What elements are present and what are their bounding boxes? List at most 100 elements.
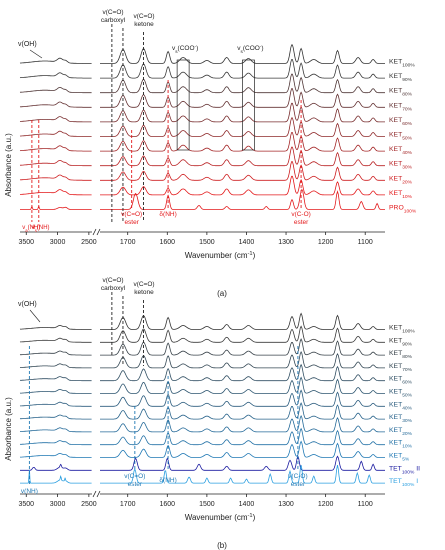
annotation: vs(NH) xyxy=(32,225,50,233)
series-line xyxy=(19,453,92,458)
axis-break xyxy=(92,490,97,498)
y-axis-label: Absorbance (a.u.) xyxy=(4,397,13,461)
legend-label: KET50% xyxy=(389,389,413,399)
annotation: δ(NH) xyxy=(159,211,176,218)
legend-label: KET80% xyxy=(389,88,413,98)
x-tick-label: 3500 xyxy=(18,501,34,508)
series-line xyxy=(100,414,385,433)
legend-label: TET100% II xyxy=(389,465,420,475)
x-tick-label: 3000 xyxy=(50,501,66,508)
x-tick-label: 1500 xyxy=(199,501,215,508)
x-tick-label: 1700 xyxy=(120,239,136,246)
series-line xyxy=(19,101,92,108)
annotation: carboxyl xyxy=(101,285,126,292)
series-line xyxy=(19,72,92,79)
annotation: ester xyxy=(124,219,139,226)
x-tick-label: 1200 xyxy=(318,239,334,246)
annotation: v(C=O) xyxy=(133,281,154,288)
x-tick-label: 1600 xyxy=(160,239,176,246)
annotation: v(OH) xyxy=(18,41,37,48)
series-line xyxy=(100,440,385,458)
x-tick-label: 1700 xyxy=(120,501,136,508)
series-line xyxy=(100,376,385,394)
series-line xyxy=(19,350,92,356)
legend-label: KET40% xyxy=(389,401,413,411)
x-tick-label: 1300 xyxy=(278,501,294,508)
series-line xyxy=(19,174,92,181)
x-tick-label: 3500 xyxy=(18,239,34,246)
annotation: ketone xyxy=(134,21,154,28)
x-axis-label: Wavenumber (cm-1) xyxy=(185,251,256,260)
annotation: v(C=O) xyxy=(102,277,123,284)
chart-panel-b: KET100% KET90% KET80% KET70% KET60% KET50% KET… xyxy=(4,277,420,550)
axis-break xyxy=(92,228,97,236)
series-line xyxy=(19,325,92,330)
x-tick-label: 2500 xyxy=(81,501,97,508)
annotation: ketone xyxy=(134,289,154,296)
legend-label: KET90% xyxy=(389,73,413,83)
annotation: va(NH) xyxy=(22,225,40,233)
annotation: ester xyxy=(291,481,306,488)
series-line xyxy=(100,146,385,167)
annotation: v(C=O) xyxy=(121,211,142,218)
legend-label: KET100% xyxy=(389,59,415,69)
panel-label: (b) xyxy=(217,541,227,550)
series-line xyxy=(100,465,385,484)
legend-label: KET60% xyxy=(389,117,413,127)
annotation: vs(COO-) xyxy=(172,44,198,54)
series-line xyxy=(19,414,92,420)
annotation: v(NH) xyxy=(21,488,38,495)
legend-label: KET80% xyxy=(389,350,413,360)
series-line xyxy=(100,455,385,471)
legend-label: KET70% xyxy=(389,363,413,373)
highlight-box xyxy=(176,59,190,151)
axis-break xyxy=(96,228,101,236)
x-tick-label: 1100 xyxy=(358,501,373,508)
series-line xyxy=(100,325,385,343)
annotation: carboxyl xyxy=(101,17,126,24)
annotation: δ(NH) xyxy=(159,477,176,484)
x-axis-label: Wavenumber (cm-1) xyxy=(185,513,256,522)
series-line xyxy=(19,337,92,343)
annotation-arrow xyxy=(29,309,41,323)
chart-panel-a: KET100% KET90% KET80% KET70% KET60% KET50% KET… xyxy=(4,9,417,298)
annotation-arrow xyxy=(29,49,43,59)
series-line xyxy=(20,463,92,471)
series-line xyxy=(19,130,92,137)
series-line xyxy=(100,338,385,356)
series-line xyxy=(19,389,92,394)
series-line xyxy=(19,116,92,123)
legend-label: KET10% xyxy=(389,190,413,200)
annotation: ester xyxy=(128,481,143,488)
x-tick-label: 1600 xyxy=(160,501,176,508)
series-line xyxy=(19,376,92,382)
x-tick-label: 1400 xyxy=(239,501,255,508)
highlight-box xyxy=(242,59,255,151)
x-tick-label: 3000 xyxy=(50,239,66,246)
series-line xyxy=(100,402,385,420)
series-line xyxy=(20,205,92,210)
legend-label: KET60% xyxy=(389,376,413,386)
series-line xyxy=(100,132,385,152)
series-line xyxy=(19,145,92,152)
annotation: vs(COO-) xyxy=(237,44,263,54)
annotation: v(C=O) xyxy=(102,9,123,16)
annotation: v(C=O) xyxy=(133,13,154,20)
series-line xyxy=(100,312,385,330)
series-line xyxy=(19,189,92,196)
legend-label: KET70% xyxy=(389,102,413,112)
series-line xyxy=(19,440,92,446)
annotation: v(C-O) xyxy=(288,473,308,480)
legend-label: KET100% xyxy=(389,325,415,335)
legend-label: PRO100% xyxy=(389,205,417,215)
x-tick-label: 1400 xyxy=(239,239,255,246)
axis-break xyxy=(96,490,101,498)
x-tick-label: 2500 xyxy=(81,239,97,246)
x-tick-label: 1100 xyxy=(358,239,373,246)
legend-label: KET40% xyxy=(389,146,413,156)
annotation: v(OH) xyxy=(18,301,37,308)
annotation: v(C-O) xyxy=(291,211,311,218)
legend-label: KET30% xyxy=(389,161,413,171)
series-line xyxy=(100,389,385,407)
